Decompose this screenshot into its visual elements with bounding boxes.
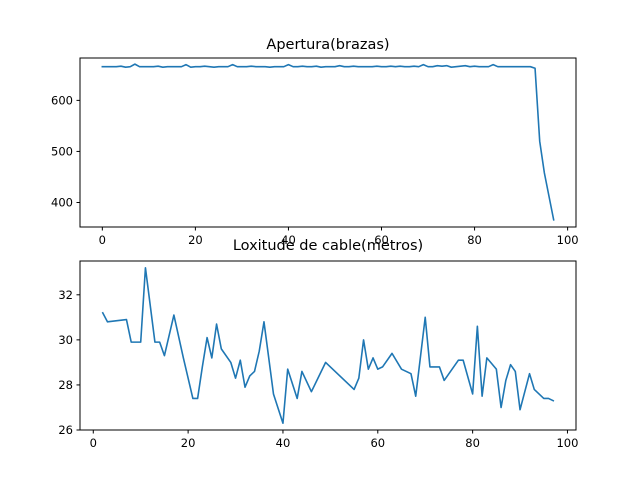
- y-tick-label: 500: [51, 144, 73, 158]
- x-ticks: 0 20 40 60 80 100: [99, 227, 579, 247]
- x-tick-label: 60: [370, 436, 385, 450]
- x-tick-label: 40: [281, 233, 296, 247]
- y-tick-label: 600: [51, 93, 73, 107]
- chart-title: Apertura(brazas): [266, 37, 389, 53]
- x-tick-label: 20: [188, 233, 203, 247]
- x-tick-label: 60: [374, 233, 389, 247]
- x-tick-label: 80: [467, 233, 482, 247]
- chart-loxitude: Loxitude de cable(metros) 26 28 30 32 0 20 40…: [58, 238, 578, 450]
- y-tick-label: 30: [58, 333, 73, 347]
- y-ticks: 26 28 30 32: [58, 288, 80, 437]
- x-tick-label: 80: [465, 436, 480, 450]
- y-tick-label: 26: [58, 423, 73, 437]
- x-tick-label: 40: [276, 436, 291, 450]
- x-tick-label: 0: [90, 436, 97, 450]
- series-line-loxitude: [101, 266, 555, 425]
- axes-frame: [79, 57, 577, 228]
- axes-frame: [79, 260, 577, 431]
- x-tick-label: 100: [556, 436, 578, 450]
- x-ticks: 0 20 40 60 80 100: [90, 430, 578, 450]
- y-ticks: 400 500 600: [51, 93, 80, 209]
- chart-apertura: Apertura(brazas) 400 500 600 0 20 40 60 80 100: [51, 37, 579, 247]
- series-line-apertura: [101, 63, 555, 221]
- y-tick-label: 400: [51, 195, 73, 209]
- x-tick-label: 0: [99, 233, 106, 247]
- chart-title: Loxitude de cable(metros): [233, 238, 423, 254]
- x-tick-label: 20: [181, 436, 196, 450]
- x-tick-label: 100: [557, 233, 579, 247]
- y-tick-label: 32: [58, 288, 73, 302]
- y-tick-label: 28: [58, 378, 73, 392]
